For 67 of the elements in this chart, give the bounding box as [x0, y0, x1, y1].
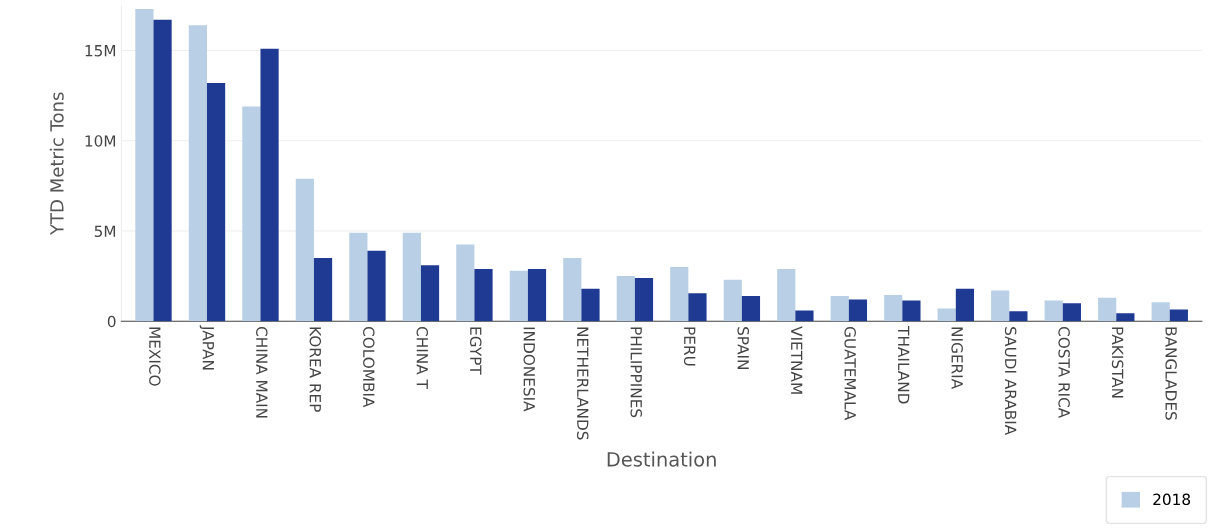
bar	[795, 310, 814, 322]
bar	[937, 308, 956, 322]
bar	[848, 299, 868, 322]
bar	[884, 295, 903, 322]
bar	[1044, 300, 1063, 322]
x-tick-label: NIGERIA	[951, 327, 963, 389]
bar	[955, 288, 974, 322]
x-tick-label: MEXICO	[149, 327, 161, 386]
bar	[420, 265, 440, 322]
bar	[1169, 309, 1188, 322]
x-tick-label: PHILIPPINES	[630, 327, 643, 418]
bar	[153, 19, 172, 322]
bar	[313, 258, 333, 322]
bar	[723, 279, 742, 322]
x-tick-label: SAUDI ARABIA	[1004, 327, 1017, 436]
y-tick-label: 5M	[94, 225, 116, 238]
bar	[295, 178, 314, 322]
bar	[260, 48, 279, 322]
bar	[402, 232, 421, 322]
y-axis-title: YTD Metric Tons	[49, 92, 64, 236]
x-axis-title: Destination	[607, 451, 716, 467]
y-tick-label: 15M	[85, 45, 116, 57]
x-tick-label: CHINA MAIN	[256, 326, 268, 418]
bar	[456, 244, 475, 322]
x-tick-label: KOREA REP	[309, 327, 322, 412]
bar	[902, 300, 921, 322]
bar	[474, 268, 493, 322]
x-tick-label: INDONESIA	[523, 327, 536, 412]
bar	[670, 267, 689, 322]
bar	[1009, 311, 1028, 322]
bar	[349, 232, 368, 322]
bar	[634, 277, 654, 322]
y-tick-label: 10M	[85, 135, 116, 147]
bar	[616, 276, 635, 322]
x-tick-label: THAILAND	[898, 326, 910, 404]
x-tick-label: PERU	[683, 327, 696, 366]
bar	[135, 8, 154, 322]
bar	[1116, 313, 1135, 322]
bar	[777, 268, 796, 322]
bar	[830, 295, 849, 322]
x-tick-label: COSTA RICA	[1058, 326, 1070, 419]
bar	[509, 270, 528, 322]
bar	[581, 288, 600, 322]
y-tick-label: 0	[107, 315, 116, 328]
x-tick-label: SPAIN	[737, 327, 749, 369]
x-tick-label: NETHERLANDS	[576, 327, 589, 440]
x-tick-label: BANGLADES	[1165, 327, 1177, 420]
legend-label: 2018	[1153, 493, 1191, 506]
bar	[1062, 303, 1081, 322]
x-tick-label: PAKISTAN	[1111, 327, 1124, 398]
bar	[688, 293, 707, 322]
bar	[1098, 297, 1117, 322]
bar	[367, 250, 386, 322]
x-tick-label: EGYPT	[469, 327, 482, 375]
x-tick-label: GUATEMALA	[844, 326, 856, 421]
bar	[188, 25, 207, 322]
bar	[741, 295, 761, 322]
bar	[527, 268, 547, 322]
bar	[206, 82, 226, 322]
x-tick-label: COLOMBIA	[363, 326, 375, 408]
bar	[242, 106, 261, 322]
bar	[563, 258, 582, 322]
bar	[1151, 302, 1170, 322]
x-tick-label: JAPAN	[199, 325, 214, 370]
bar	[991, 290, 1010, 322]
x-tick-label: VIETNAM	[791, 326, 803, 394]
x-tick-label: CHINA T	[416, 326, 429, 389]
